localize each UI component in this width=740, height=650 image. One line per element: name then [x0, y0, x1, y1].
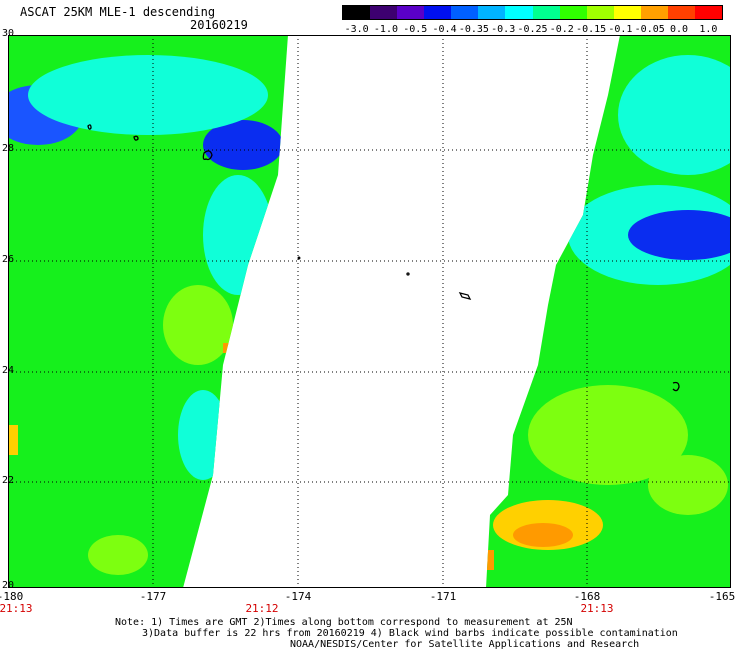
color-scale-swatch: [505, 6, 533, 19]
color-scale-tick: -0.3: [491, 24, 516, 35]
coastlines: [87, 124, 680, 392]
product-title: ASCAT 25KM MLE-1 descending: [20, 5, 216, 19]
lat-label: 20: [2, 580, 15, 591]
color-scale-swatch: [695, 6, 723, 19]
pass-time-label: 21:12: [245, 602, 279, 615]
color-scale-tick: -0.2: [549, 24, 574, 35]
lat-label: 30: [2, 28, 15, 39]
color-scale-swatch: [586, 6, 614, 19]
wind-field-region: [223, 343, 231, 353]
lon-label: -177: [139, 590, 167, 603]
lon-label: -168: [573, 590, 601, 603]
lon-label: -180: [0, 590, 24, 603]
color-scale-swatch: [478, 6, 506, 19]
wind-field-region: [8, 425, 18, 455]
wind-field-region: [88, 535, 148, 575]
color-scale-swatch: [559, 6, 587, 19]
color-scale-swatch: [424, 6, 452, 19]
color-scale-tick: -0.25: [517, 24, 548, 35]
color-scale-swatch: [451, 6, 479, 19]
wind-map: [8, 35, 731, 588]
island-outline: [406, 272, 410, 276]
color-scale-tick: -1.0: [373, 24, 398, 35]
lon-label: -174: [284, 590, 312, 603]
color-scale-tick: -0.5: [403, 24, 428, 35]
island-outline: [672, 381, 680, 392]
color-scale-ticks: -3.0 -1.0 -0.5 -0.4 -0.35 -0.3 -0.25 -0.2 -0.15-…: [0, 24, 740, 38]
product-date: 20160219: [190, 18, 248, 32]
map-border: [8, 35, 731, 588]
longitude-labels: -180 -177 -174 -171 -168 -165 21:13 21:1…: [0, 590, 740, 618]
pass-time-label: 21:13: [580, 602, 614, 615]
color-scale-tick: -0.05: [634, 24, 665, 35]
wind-field-region: [648, 455, 728, 515]
lat-label: 26: [2, 254, 15, 265]
lon-label: -165: [708, 590, 736, 603]
note-line-2: 3)Data buffer is 22 hrs from 20160219 4)…: [142, 628, 678, 639]
wind-field-region: [628, 210, 731, 260]
island-outline: [87, 124, 92, 130]
island-outline: [297, 256, 301, 260]
color-scale-swatch: [532, 6, 560, 19]
lat-label: 28: [2, 143, 15, 154]
color-scale-swatch: [343, 6, 371, 19]
color-scale-tick: -3.0: [344, 24, 369, 35]
wind-field-region: [618, 55, 731, 175]
wind-field-region: [203, 120, 283, 170]
color-scale-swatch: [640, 6, 668, 19]
wind-field-region: [513, 523, 573, 547]
color-scale-tick: -0.4: [432, 24, 457, 35]
color-scale-swatch: [667, 6, 696, 19]
wind-field-region: [486, 550, 494, 570]
wind-field-region: [28, 55, 268, 135]
color-scale-swatch: [613, 6, 641, 19]
color-scale-tick: -0.15: [576, 24, 607, 35]
lat-label: 22: [2, 475, 15, 486]
lon-label: -171: [429, 590, 457, 603]
color-scale-tick: 0.0: [670, 24, 689, 35]
color-scale-bar: [342, 5, 723, 20]
wind-field-region: [528, 385, 688, 485]
color-scale-tick: -0.35: [458, 24, 489, 35]
island-outline: [133, 135, 139, 141]
color-scale-swatch: [397, 6, 425, 19]
color-scale-tick: -0.1: [608, 24, 633, 35]
lat-label: 24: [2, 365, 15, 376]
island-outline: [458, 292, 472, 300]
island-outline: [202, 150, 213, 161]
color-scale-tick: 1.0: [699, 24, 718, 35]
graticule: [8, 35, 731, 588]
wind-field-region: [163, 285, 233, 365]
color-scale-swatch: [370, 6, 398, 19]
note-line-3: NOAA/NESDIS/Center for Satellite Applica…: [290, 639, 640, 650]
pass-time-label: 21:13: [0, 602, 33, 615]
note-line-1: Note: 1) Times are GMT 2)Times along bot…: [115, 617, 573, 628]
